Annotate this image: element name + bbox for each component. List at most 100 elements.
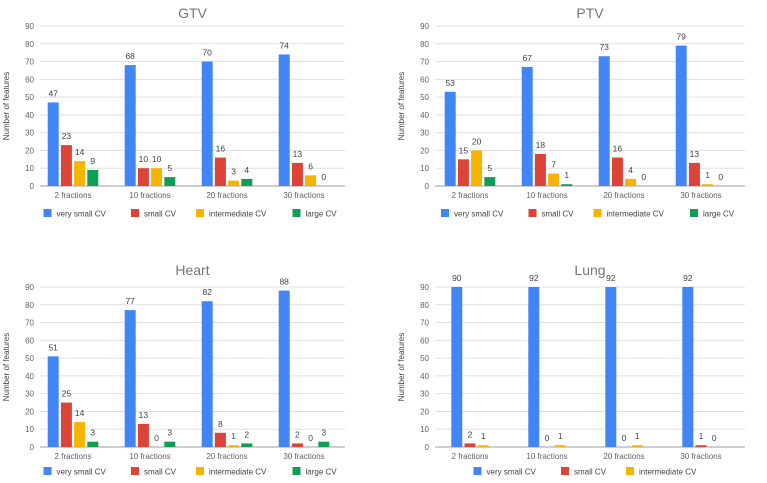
x-tick-label: 2 fractions [55, 452, 92, 461]
bar-very-small-cv [47, 356, 59, 447]
legend-swatch-intermediate-cv [196, 209, 204, 217]
data-label: 3 [231, 167, 236, 177]
data-label: 5 [167, 163, 172, 173]
bar-large-cv [241, 443, 253, 447]
y-tick-label: 80 [25, 40, 34, 49]
data-label: 0 [622, 433, 627, 443]
data-label: 74 [279, 40, 289, 50]
bar-large-cv [164, 177, 176, 186]
bar-very-small-cv [124, 310, 136, 447]
bar-small-cv [688, 162, 700, 186]
bar-intermediate-cv [702, 184, 714, 186]
bar-intermediate-cv [74, 161, 86, 186]
legend-label: large CV [306, 210, 338, 219]
legend-swatch-large-cv [292, 467, 301, 475]
y-tick-label: 90 [420, 283, 429, 292]
bar-very-small-cv [675, 45, 687, 186]
legend-swatch-small-cv [561, 467, 569, 475]
data-label: 4 [628, 165, 633, 175]
legend-label: small CV [144, 468, 177, 477]
data-label: 3 [90, 428, 95, 438]
legend-label: small CV [542, 210, 575, 219]
legend-label: large CV [703, 210, 735, 219]
data-label: 92 [529, 273, 539, 283]
bar-large-cv [484, 177, 496, 186]
data-label: 1 [564, 170, 569, 180]
y-tick-label: 30 [420, 390, 429, 399]
y-tick-label: 50 [25, 354, 34, 363]
data-label: 1 [231, 431, 236, 441]
data-label: 70 [202, 48, 212, 58]
y-tick-label: 40 [420, 372, 429, 381]
bar-small-cv [214, 157, 226, 186]
data-label: 13 [293, 149, 303, 159]
bar-very-small-cv [124, 65, 136, 186]
data-label: 0 [641, 172, 646, 182]
data-label: 88 [279, 277, 289, 287]
bar-small-cv [464, 443, 476, 447]
bar-large-cv [87, 441, 99, 447]
y-tick-label: 30 [25, 390, 34, 399]
data-label: 23 [62, 131, 72, 141]
legend-label: intermediate CV [607, 210, 665, 219]
data-label: 16 [216, 144, 226, 154]
y-tick-label: 40 [25, 111, 34, 120]
bar-very-small-cv [605, 287, 617, 447]
data-label: 1 [558, 431, 563, 441]
chart-title: PTV [576, 5, 604, 21]
legend-swatch-intermediate-cv [626, 467, 634, 475]
x-tick-label: 20 fractions [603, 191, 644, 200]
data-label: 6 [308, 161, 313, 171]
bar-very-small-cv [201, 61, 213, 186]
y-tick-label: 90 [25, 283, 34, 292]
legend-label: large CV [306, 468, 338, 477]
y-tick-label: 40 [25, 372, 34, 381]
y-tick-label: 60 [420, 75, 429, 84]
legend-swatch-small-cv [131, 467, 139, 475]
y-tick-label: 10 [420, 425, 429, 434]
data-label: 2 [468, 429, 473, 439]
data-label: 77 [125, 296, 135, 306]
data-label: 0 [308, 433, 313, 443]
bar-large-cv [241, 178, 253, 186]
data-label: 20 [472, 136, 482, 146]
legend-swatch-very-small-cv [43, 467, 52, 475]
legend-label: intermediate CV [639, 468, 697, 477]
y-tick-label: 80 [420, 40, 429, 49]
bar-large-cv [561, 184, 573, 186]
y-tick-label: 90 [420, 22, 429, 31]
legend-swatch-very-small-cv [441, 209, 449, 217]
bar-intermediate-cv [477, 445, 489, 447]
x-tick-label: 2 fractions [452, 452, 489, 461]
data-label: 82 [202, 287, 212, 297]
y-tick-label: 0 [30, 443, 35, 452]
y-tick-label: 90 [25, 22, 34, 31]
bar-intermediate-cv [554, 445, 566, 447]
legend-swatch-small-cv [131, 209, 139, 217]
y-axis-label: Number of features [397, 333, 406, 401]
legend-swatch-small-cv [528, 209, 537, 217]
bar-small-cv [291, 162, 303, 186]
bar-intermediate-cv [548, 173, 560, 186]
bar-intermediate-cv [228, 180, 240, 186]
bar-large-cv [318, 441, 330, 447]
bar-small-cv [291, 443, 303, 447]
bar-small-cv [611, 157, 623, 186]
legend-label: small CV [574, 468, 607, 477]
bar-small-cv [60, 145, 72, 186]
legend-label: very small CV [57, 210, 107, 219]
data-label: 16 [613, 144, 623, 154]
y-axis-label: Number of features [2, 333, 11, 401]
legend-label: intermediate CV [209, 468, 267, 477]
x-tick-label: 30 fractions [680, 191, 721, 200]
data-label: 0 [154, 433, 159, 443]
x-tick-label: 10 fractions [526, 191, 567, 200]
bar-small-cv [695, 445, 707, 447]
bar-intermediate-cv [305, 175, 317, 186]
x-tick-label: 20 fractions [206, 452, 247, 461]
bar-very-small-cv [201, 301, 213, 447]
legend-label: small CV [144, 210, 177, 219]
bar-intermediate-cv [471, 150, 483, 186]
